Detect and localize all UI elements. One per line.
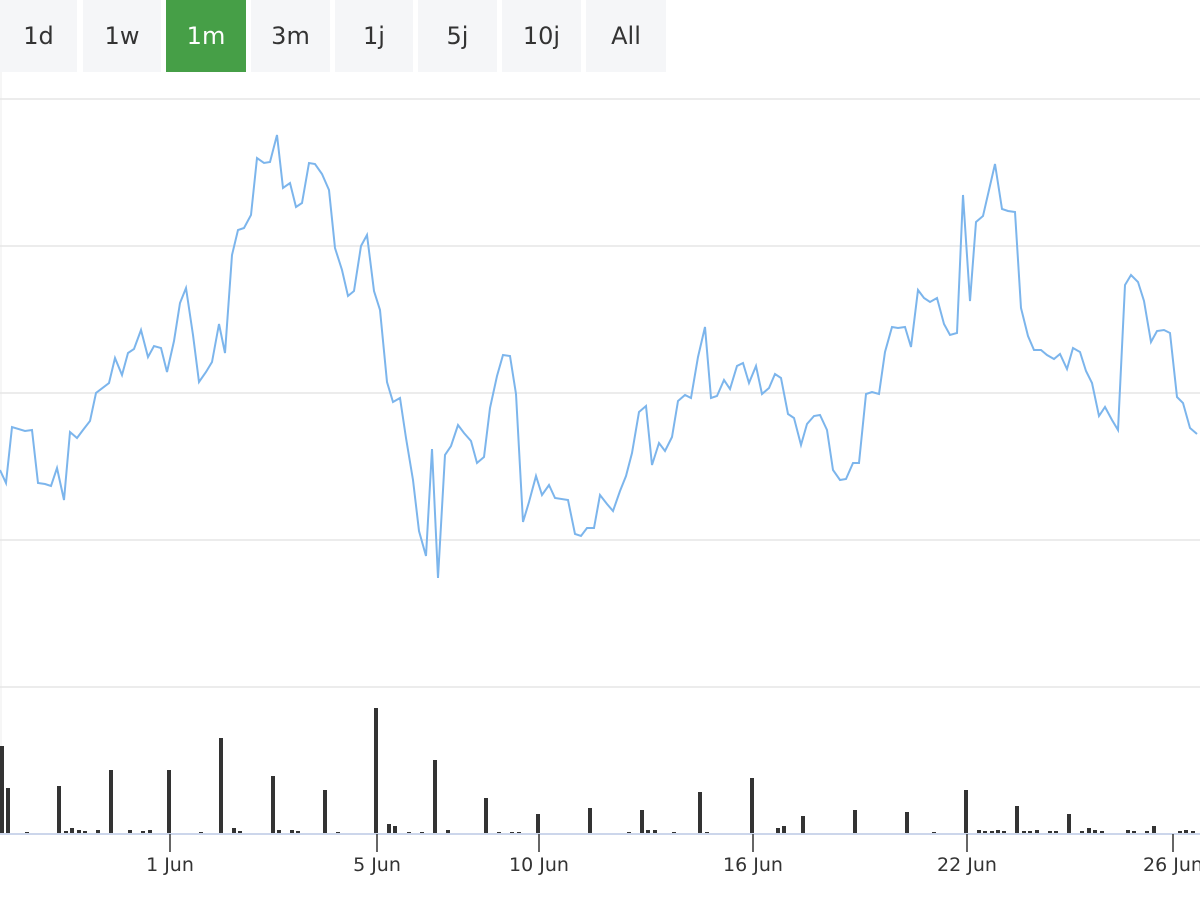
volume-bar <box>1080 831 1084 834</box>
volume-bar <box>290 830 294 834</box>
volume-bar <box>296 831 300 834</box>
volume-bar <box>801 816 805 834</box>
range-button[interactable]: 1j <box>335 0 413 72</box>
volume-bar <box>1028 831 1032 834</box>
volume-bar <box>167 770 171 834</box>
volume-bar <box>1067 814 1071 834</box>
volume-bar <box>983 831 987 834</box>
volume-bar <box>83 831 87 834</box>
range-button[interactable]: All <box>586 0 666 72</box>
range-button[interactable]: 1d <box>0 0 77 72</box>
volume-bar <box>446 830 450 834</box>
volume-bar <box>1132 831 1136 834</box>
volume-bar <box>640 810 644 834</box>
volume-bar <box>6 788 10 834</box>
volume-bar <box>1087 828 1091 834</box>
volume-bar <box>1093 830 1097 834</box>
volume-bar <box>141 831 145 834</box>
range-button[interactable]: 1w <box>83 0 161 72</box>
price-line <box>0 134 1198 579</box>
volume-bar <box>96 830 100 834</box>
volume-bar <box>1178 831 1182 834</box>
volume-bar <box>70 828 74 834</box>
volume-bar <box>1191 831 1195 834</box>
volume-bar <box>1048 831 1052 834</box>
volume-bar <box>238 831 242 834</box>
volume-bar <box>1126 830 1130 834</box>
volume-bar <box>1054 831 1058 834</box>
volume-bar <box>1035 830 1039 834</box>
volume-bar <box>1145 831 1149 834</box>
x-tick-label: 10 Jun <box>509 854 569 876</box>
range-button[interactable]: 3m <box>251 0 330 72</box>
volume-bar <box>964 790 968 834</box>
range-button[interactable]: 5j <box>418 0 497 72</box>
volume-bar <box>374 708 378 834</box>
volume-bar <box>750 778 754 834</box>
x-tick-label: 1 Jun <box>146 854 194 876</box>
volume-bar <box>1152 826 1156 834</box>
volume-bar <box>990 831 994 834</box>
volume-bar <box>128 830 132 834</box>
volume-bar <box>1022 831 1026 834</box>
volume-bar <box>109 770 113 834</box>
volume-bar <box>653 830 657 834</box>
volume-bar <box>698 792 702 834</box>
volume-bar <box>64 831 68 834</box>
volume-bar <box>0 746 4 834</box>
volume-bar <box>148 830 152 834</box>
volume-bar <box>536 814 540 834</box>
volume-bar <box>776 828 780 834</box>
volume-bar <box>905 812 909 834</box>
volume-bar <box>323 790 327 834</box>
volume-bar <box>977 830 981 834</box>
x-tick-label: 26 Jun <box>1143 854 1200 876</box>
volume-bar <box>646 830 650 834</box>
volume-bar <box>433 760 437 834</box>
volume-bar <box>277 830 281 834</box>
volume-bar <box>271 776 275 834</box>
volume-bar <box>782 826 786 834</box>
volume-bar <box>588 808 592 834</box>
volume-bar <box>1100 831 1104 834</box>
volume-bar <box>484 798 488 834</box>
volume-bar <box>853 810 857 834</box>
volume-bar <box>77 830 81 834</box>
range-button[interactable]: 1m <box>166 0 246 72</box>
volume-bar <box>57 786 61 834</box>
x-tick-label: 16 Jun <box>723 854 783 876</box>
volume-bar <box>1015 806 1019 834</box>
volume-bar <box>219 738 223 834</box>
volume-bar <box>387 824 391 834</box>
volume-bar <box>393 826 397 834</box>
volume-bar <box>1184 830 1188 834</box>
volume-bar <box>996 830 1000 834</box>
x-tick-label: 22 Jun <box>937 854 997 876</box>
volume-bar <box>1002 831 1006 834</box>
x-tick-label: 5 Jun <box>353 854 401 876</box>
range-button[interactable]: 10j <box>502 0 581 72</box>
volume-bar <box>232 828 236 834</box>
